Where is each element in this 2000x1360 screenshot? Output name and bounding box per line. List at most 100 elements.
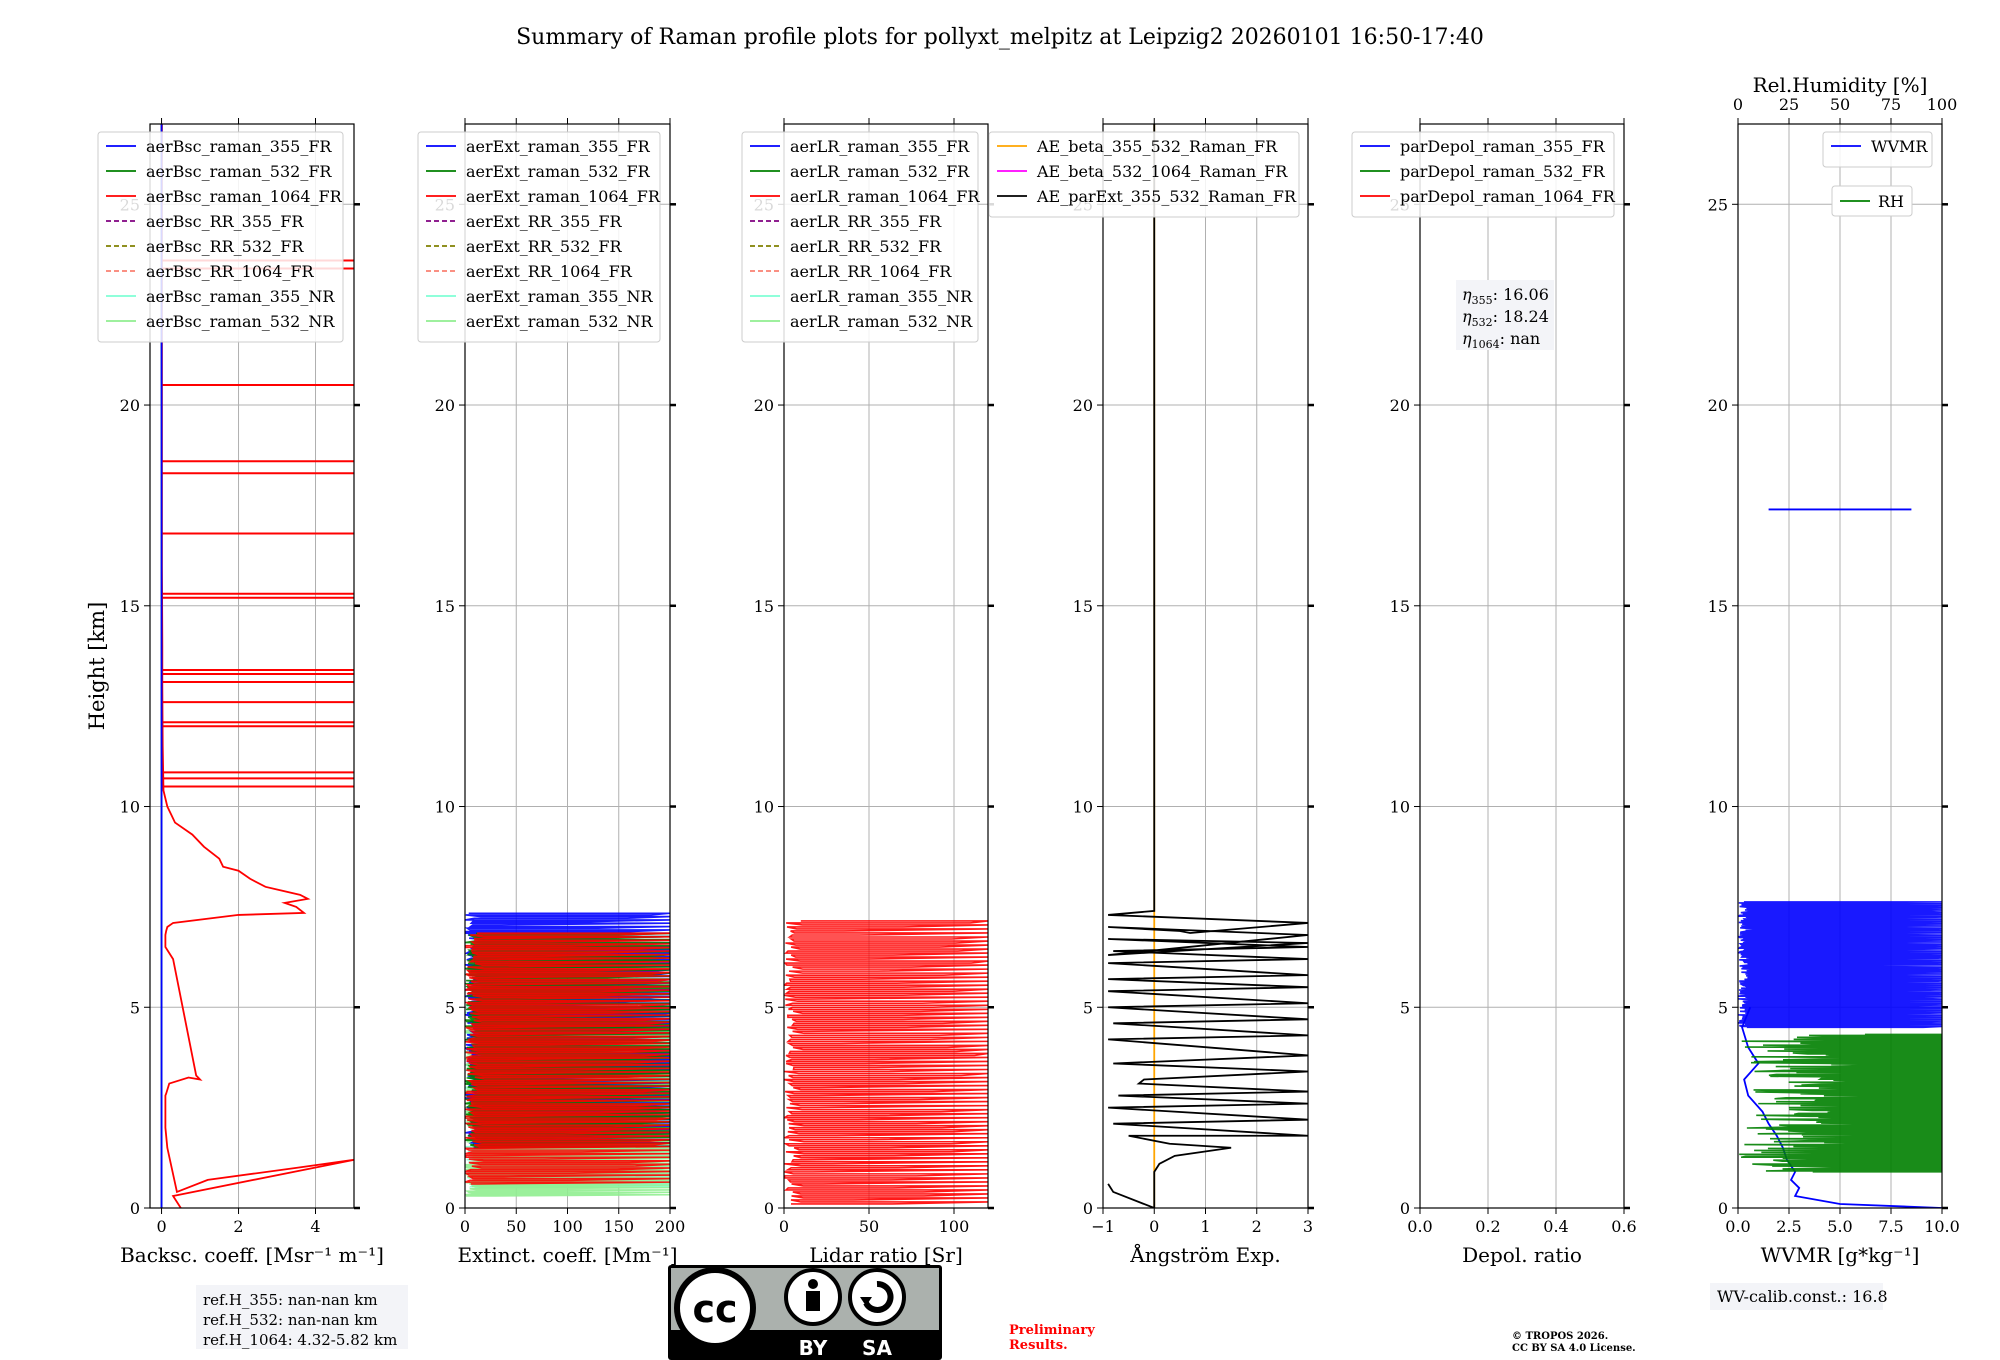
legend2-box	[1831, 185, 1913, 217]
legend-label: aerBsc_RR_355_FR	[146, 212, 304, 231]
y-tick-label: 15	[754, 597, 774, 616]
plot-area	[465, 912, 670, 1197]
x-tick-label: 0	[156, 1217, 166, 1236]
plot-area	[784, 920, 988, 1205]
legend-label: aerBsc_raman_355_NR	[146, 287, 335, 306]
ref-height-1064: ref.H_1064: 4.32-5.82 km	[203, 1331, 397, 1349]
y-tick-label: 0	[1718, 1199, 1728, 1218]
y-tick-label: 0	[1083, 1199, 1093, 1218]
preliminary-line-2: Results.	[1009, 1338, 1068, 1353]
legend-label: aerExt_raman_1064_FR	[466, 187, 661, 206]
x-tick-label: 1	[1200, 1217, 1210, 1236]
eta-annotation-line: η355: 16.06	[1462, 285, 1549, 307]
x-tick-label: 50	[859, 1217, 879, 1236]
y-tick-label: 0	[1400, 1199, 1410, 1218]
legend-label: WVMR	[1871, 137, 1928, 156]
x-axis-label: Backsc. coeff. [Msr⁻¹ m⁻¹]	[120, 1243, 384, 1267]
legend-label: AE_beta_355_532_Raman_FR	[1036, 137, 1278, 156]
ref-height-532: ref.H_532: nan-nan km	[203, 1311, 378, 1329]
x-tick-label: 3	[1303, 1217, 1313, 1236]
y-tick-label: 15	[435, 597, 455, 616]
eta-value: : 16.06	[1493, 285, 1549, 304]
panel-frame	[1419, 123, 1625, 1209]
y-tick-label: 15	[120, 597, 140, 616]
panel-angstrom: −101230510152025Ångström Exp.AE_beta_355…	[988, 118, 1314, 1267]
legend-label: aerBsc_raman_1064_FR	[146, 187, 343, 206]
panel-depolarization: 0.00.20.40.60510152025Depol. ratioparDep…	[1351, 118, 1637, 1267]
legend-label: parDepol_raman_355_FR	[1400, 137, 1606, 156]
y-tick-label: 10	[120, 798, 140, 817]
copyright-line-2: CC BY SA 4.0 License.	[1512, 1343, 1636, 1354]
x-tick-label: 0	[1149, 1217, 1159, 1236]
y-tick-label: 25	[1708, 195, 1728, 214]
y-tick-label: 15	[1073, 597, 1093, 616]
x-tick-label: 7.5	[1878, 1217, 1903, 1236]
y-tick-label: 20	[120, 396, 140, 415]
x-tick-label: 10.0	[1924, 1217, 1960, 1236]
eta-subscript: 1064	[1472, 338, 1500, 351]
y-tick-label: 10	[1073, 798, 1093, 817]
series-line-WVMR	[1741, 1006, 1942, 1208]
sa-icon-arrow	[860, 1297, 872, 1306]
series-line-aerBsc_raman_1064_FR	[161, 124, 354, 1208]
x-tick-label: 0	[460, 1217, 470, 1236]
legend-label: aerLR_raman_355_NR	[790, 287, 973, 306]
x-tick-label: 150	[603, 1217, 634, 1236]
y-tick-label: 10	[1390, 798, 1410, 817]
sa-icon-arc	[863, 1281, 894, 1313]
sa-icon	[848, 1268, 906, 1326]
legend-label: aerLR_raman_532_FR	[790, 162, 970, 181]
panel-lidar_ratio: 0501000510152025Lidar ratio [Sr]aerLR_ra…	[741, 118, 994, 1267]
eta-annotation-line: η1064: nan	[1462, 329, 1540, 351]
eta-symbol: η	[1462, 307, 1472, 326]
copyright-line-1: © TROPOS 2026.	[1512, 1331, 1608, 1342]
y-tick-label: 15	[1390, 597, 1410, 616]
eta-value: : 18.24	[1493, 307, 1549, 326]
x-axis-label: Extinct. coeff. [Mm⁻¹]	[457, 1243, 677, 1267]
series-line-aerExt_raman_1064_FR	[465, 932, 670, 1185]
legend-label: aerLR_RR_1064_FR	[790, 262, 952, 281]
panel-extinction: 0501001502000510152025Extinct. coeff. [M…	[417, 118, 686, 1267]
top-x-tick-label: 75	[1881, 95, 1901, 114]
legend-label: aerBsc_raman_532_FR	[146, 162, 332, 181]
wv-calib-text: WV-calib.const.: 16.8	[1717, 1287, 1888, 1306]
x-tick-label: 0.6	[1611, 1217, 1636, 1236]
panel-backscatter: 0240510152025Backsc. coeff. [Msr⁻¹ m⁻¹]a…	[97, 118, 384, 1267]
eta-symbol: η	[1462, 285, 1472, 304]
cc-by-label: BY	[799, 1336, 828, 1360]
legend-label: parDepol_raman_532_FR	[1400, 162, 1606, 181]
x-tick-label: 0.2	[1475, 1217, 1500, 1236]
x-tick-label: 200	[655, 1217, 686, 1236]
preliminary-line-1: Preliminary	[1009, 1323, 1095, 1338]
x-axis-label: Ångström Exp.	[1129, 1242, 1280, 1267]
y-tick-label: 10	[1708, 798, 1728, 817]
legend2-label: RH	[1878, 192, 1904, 211]
ref-height-box-bg	[196, 1285, 408, 1349]
cc-logo-text: cc	[692, 1287, 737, 1331]
series-line-AE_parExt_355_532_Raman_FR	[1107, 124, 1308, 1208]
legend-label: parDepol_raman_1064_FR	[1400, 187, 1616, 206]
x-axis-label: WVMR [g*kg⁻¹]	[1761, 1243, 1920, 1267]
x-tick-label: 2	[233, 1217, 243, 1236]
legend-label: AE_beta_532_1064_Raman_FR	[1036, 162, 1288, 181]
y-tick-label: 10	[435, 798, 455, 817]
x-tick-label: 5.0	[1827, 1217, 1852, 1236]
legend-label: aerLR_RR_355_FR	[790, 212, 942, 231]
legend-label: aerExt_RR_532_FR	[466, 237, 623, 256]
y-tick-label: 5	[130, 998, 140, 1017]
x-axis-label: Lidar ratio [Sr]	[809, 1243, 963, 1267]
y-axis-label: Height [km]	[85, 602, 109, 731]
x-tick-label: 0.4	[1543, 1217, 1568, 1236]
series-line-WVMR_spikes	[1738, 901, 1942, 1029]
legend-label: aerExt_RR_355_FR	[466, 212, 623, 231]
eta-subscript: 355	[1472, 294, 1493, 307]
series-line-RH	[1739, 1033, 1942, 1173]
cc-logo-inner	[680, 1273, 750, 1343]
legend-box	[97, 131, 344, 343]
legend-label: aerExt_raman_355_FR	[466, 137, 651, 156]
x-tick-label: 0.0	[1407, 1217, 1432, 1236]
panel-frame	[783, 123, 989, 1209]
legend-box	[741, 131, 979, 343]
cc-sa-label: SA	[862, 1336, 892, 1360]
y-tick-label: 15	[1708, 597, 1728, 616]
